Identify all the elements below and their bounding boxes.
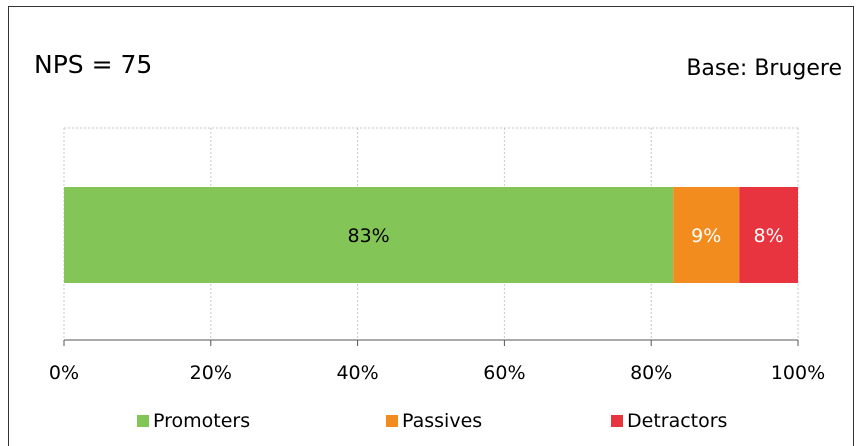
legend-item-promoters: Promoters <box>137 410 250 432</box>
bar-segment-passives <box>673 187 740 283</box>
data-label-promoters: 83% <box>347 225 389 247</box>
data-label-detractors: 8% <box>754 225 784 247</box>
legend-item-passives: Passives <box>386 410 482 432</box>
bars: 83% 9% 8% <box>64 187 798 283</box>
base-label: Base: Brugere <box>686 56 842 81</box>
legend-label: Detractors <box>627 410 728 432</box>
legend-swatch <box>611 415 623 427</box>
nps-score: NPS = 75 <box>34 50 153 79</box>
bar-segment-detractors <box>739 187 798 283</box>
x-axis: 0% 20% 40% 60% 80% 100% <box>49 339 825 384</box>
legend: Promoters Passives Detractors <box>0 410 856 434</box>
x-tick-label: 100% <box>771 362 825 384</box>
legend-label: Passives <box>402 410 483 432</box>
legend-swatch <box>137 415 149 427</box>
x-tick-label: 20% <box>190 362 232 384</box>
legend-item-detractors: Detractors <box>611 410 727 432</box>
bar-segment-promoters <box>64 187 674 283</box>
x-tick-label: 80% <box>630 362 672 384</box>
x-tick-label: 60% <box>483 362 525 384</box>
x-tick-label: 40% <box>336 362 378 384</box>
legend-swatch <box>386 415 398 427</box>
legend-label: Promoters <box>153 410 251 432</box>
data-label-passives: 9% <box>691 225 721 247</box>
x-tick-label: 0% <box>49 362 79 384</box>
